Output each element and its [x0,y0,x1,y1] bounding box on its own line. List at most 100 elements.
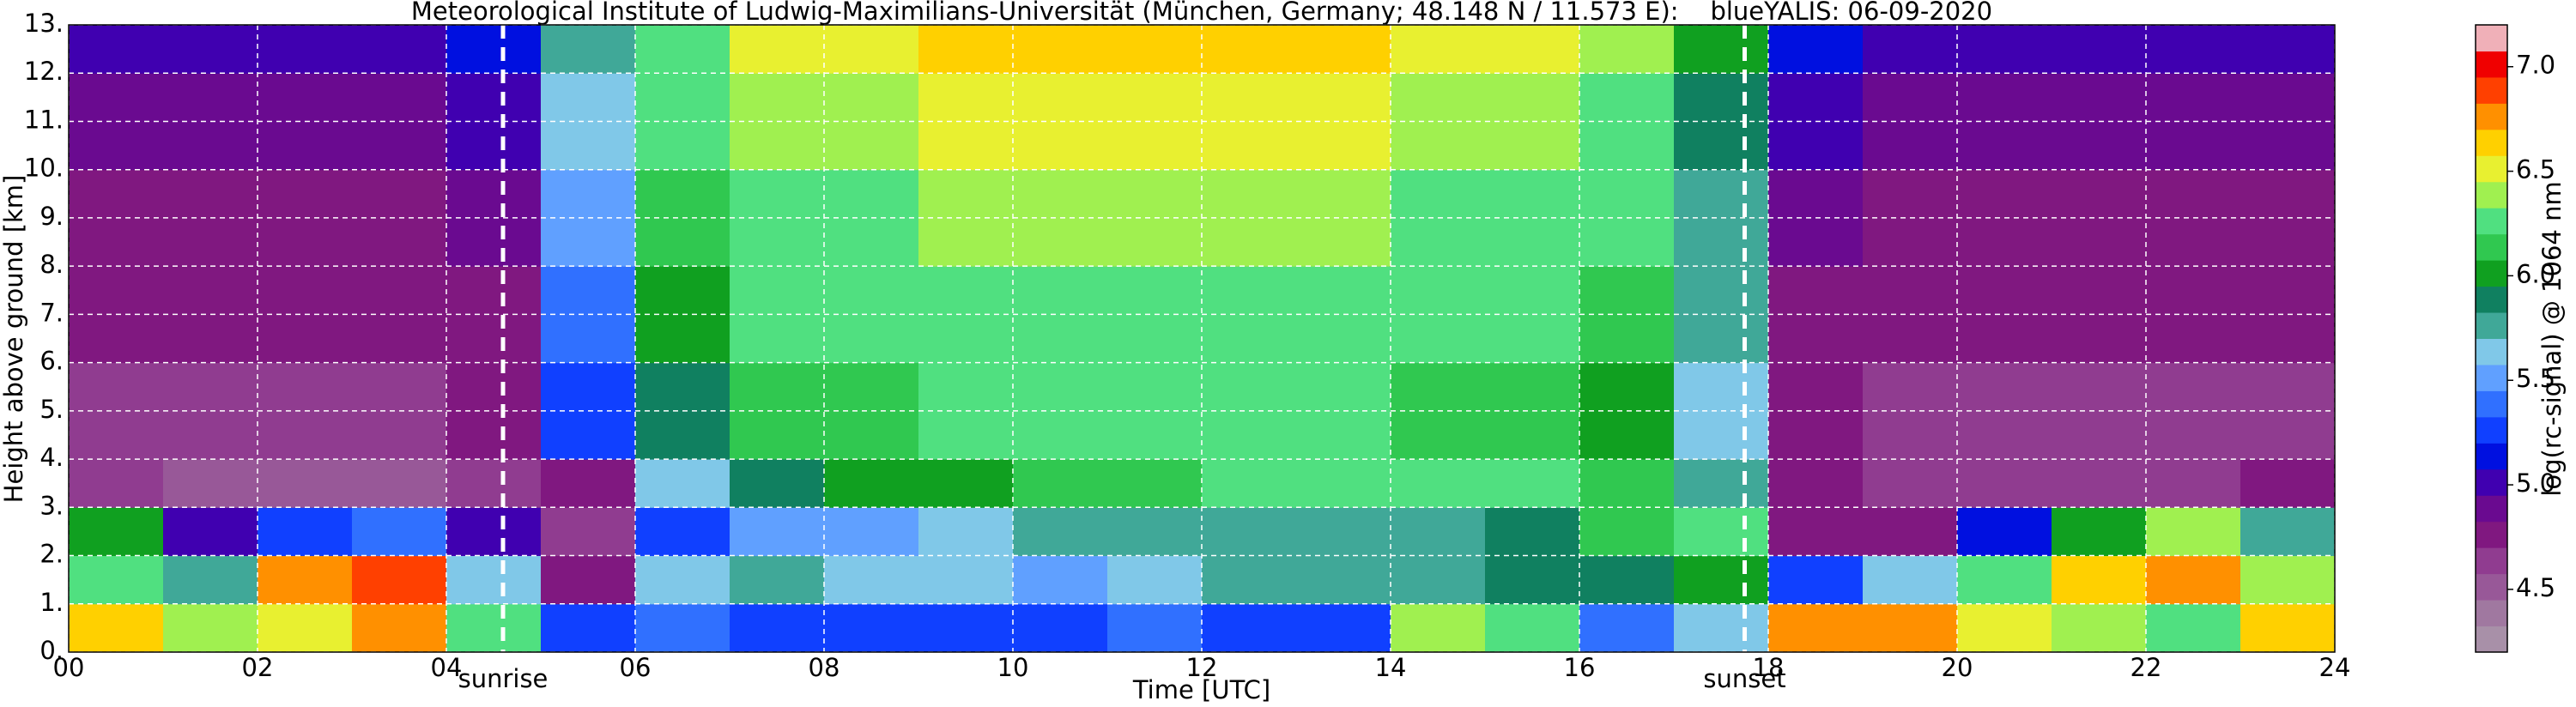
heatmap-cell [541,73,636,122]
heatmap-cell [258,73,353,122]
colorbar-segment [2476,129,2507,156]
heatmap-cell [1202,459,1297,508]
heatmap-cell [1957,217,2052,267]
heatmap-cell [635,25,730,74]
heatmap-cell [918,459,1014,508]
heatmap-cell [1013,362,1108,412]
heatmap-cell [69,555,164,605]
heatmap-cell [1579,314,1675,364]
colorbar-tick-label: 4.5 [2516,573,2555,602]
heatmap-cell [824,459,919,508]
heatmap-cell [352,603,447,653]
y-axis-label: Height above ground [km] [0,175,28,504]
colorbar-segment [2476,364,2507,391]
heatmap-cell [1391,555,1486,605]
heatmap-cell [69,25,164,74]
heatmap-cell [635,603,730,653]
y-tick-label: 10. [24,154,64,183]
heatmap-cell [2146,555,2241,605]
x-tick-label: 22 [2131,653,2162,682]
heatmap-cell [1202,266,1297,315]
heatmap-cell [1013,555,1108,605]
heatmap-cell [730,169,825,219]
heatmap-cell [69,507,164,557]
heatmap-cell [730,73,825,122]
heatmap-cell [2146,410,2241,460]
heatmap-cell [1485,459,1580,508]
heatmap-cell [1863,25,1958,74]
heatmap-cell [1013,217,1108,267]
heatmap-cell [1391,314,1486,364]
heatmap-cell [1107,121,1203,171]
colorbar-segment [2476,25,2507,51]
colorbar-segment [2476,547,2507,575]
x-tick-label: 04 [431,653,463,682]
heatmap-cell [163,25,258,74]
heatmap-cell [1391,362,1486,412]
heatmap-cell [635,507,730,557]
colorbar-segment [2476,103,2507,130]
heatmap-cell [918,266,1014,315]
heatmap-cell [635,410,730,460]
x-axis-label: Time [UTC] [1132,675,1270,704]
colorbar-tick-label: 6.5 [2516,155,2555,184]
x-tick-label: 08 [809,653,840,682]
heatmap-cell [1674,25,1769,74]
heatmap-cell [1107,266,1203,315]
heatmap-cell [1107,555,1203,605]
y-tick-label: 3. [39,491,64,520]
heatmap-cell [635,121,730,171]
heatmap-cell [1485,507,1580,557]
heatmap-cell [918,555,1014,605]
heatmap-cell [1391,507,1486,557]
heatmap-cell [1391,73,1486,122]
heatmap-cell [541,121,636,171]
heatmap-cell [1391,25,1486,74]
heatmap-cell [1768,217,1864,267]
heatmap-cell [541,314,636,364]
heatmap-cell [446,169,542,219]
heatmap-cell [1863,266,1958,315]
heatmap-cell [163,555,258,605]
heatmap-cell [258,121,353,171]
y-tick-label: 1. [39,588,64,617]
heatmap-cell [258,603,353,653]
heatmap-cell [2052,603,2147,653]
heatmap-cell [2240,459,2336,508]
heatmap-cell [730,121,825,171]
heatmap-cell [352,362,447,412]
heatmap-cell [1768,603,1864,653]
heatmap-cell [446,217,542,267]
heatmap-cell [824,217,919,267]
heatmap-cell [2146,217,2241,267]
heatmap-cell [258,266,353,315]
heatmap-cell [1296,603,1391,653]
heatmap-cell [163,410,258,460]
heatmap-cell [1202,25,1297,74]
heatmap-cell [730,217,825,267]
heatmap-cell [446,362,542,412]
x-tick-label: 02 [242,653,274,682]
heatmap-cell [2052,169,2147,219]
heatmap-cell [352,410,447,460]
heatmap-cell [2052,266,2147,315]
heatmap-cell [1768,169,1864,219]
x-tick-label: 16 [1564,653,1596,682]
heatmap-cell [446,603,542,653]
heatmap-cell [2146,121,2241,171]
heatmap-cell [1674,266,1769,315]
heatmap-cell [352,314,447,364]
heatmap-cell [2240,603,2336,653]
heatmap-cell [918,73,1014,122]
heatmap-cell [1674,169,1769,219]
heatmap-cell [163,169,258,219]
heatmap-cell [1296,121,1391,171]
heatmap-cell [1202,362,1297,412]
heatmap-cell [1202,314,1297,364]
heatmap-cell [1579,410,1675,460]
heatmap-cell [2240,73,2336,122]
heatmap-cell [2052,217,2147,267]
heatmap-cell [1768,25,1864,74]
heatmap-cell [1202,555,1297,605]
heatmap-cell [352,459,447,508]
